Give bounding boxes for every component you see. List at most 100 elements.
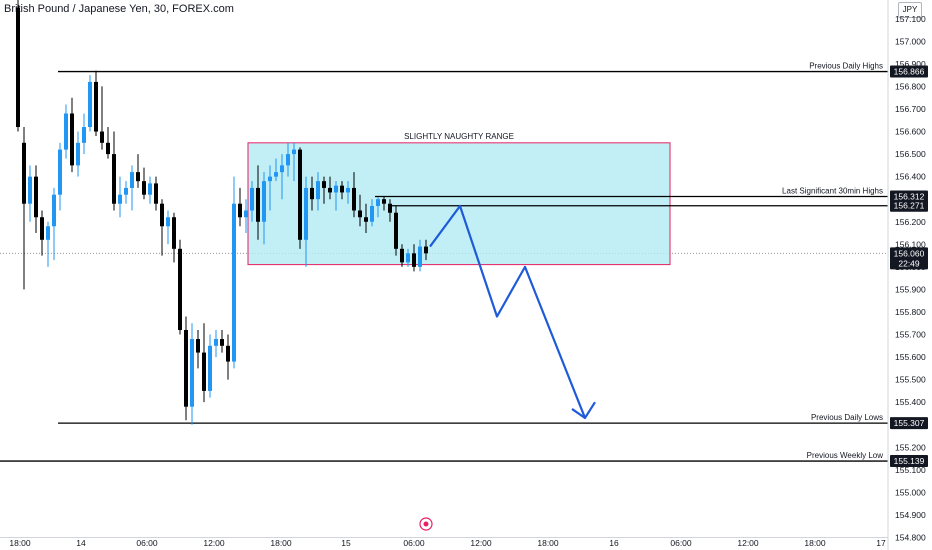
candle-body [58,149,62,195]
candle-body [226,345,230,362]
candle-body [292,149,296,155]
candle-body [178,248,182,331]
price-tick-label: 157.100 [895,14,926,24]
candle-body [400,248,404,263]
candle-body [202,352,206,391]
time-tick-label: 06:00 [136,538,158,548]
price-tag-text: 156.271 [894,201,925,211]
candle-body [52,194,56,227]
candle-body [172,217,176,249]
time-tick-label: 18:00 [537,538,559,548]
candle-body [106,142,110,155]
candle-body [250,187,254,211]
price-tick-label: 156.700 [895,104,926,114]
current-price-tag [890,247,928,270]
price-tick-label: 156.100 [895,239,926,249]
candle-body [208,345,212,391]
candle-body [160,203,164,227]
candle-body [394,212,398,249]
candle-body [136,172,140,182]
price-tick-label: 154.800 [895,533,926,543]
candle-body [322,181,326,188]
candle-body [22,142,26,204]
price-tag-text: 155.139 [894,456,925,466]
time-tick-label: 06:00 [670,538,692,548]
candle-body [262,181,266,222]
price-tag-text: 155.307 [894,418,925,428]
time-tick-label: 18:00 [9,538,31,548]
price-tick-label: 155.400 [895,397,926,407]
price-tick-label: 156.400 [895,172,926,182]
price-tag-text: 156.312 [894,191,925,201]
price-tick-label: 156.800 [895,81,926,91]
time-tick-label: 18:00 [804,538,826,548]
candle-body [34,176,38,218]
candle-body [220,339,224,346]
price-tick-label: 157.000 [895,36,926,46]
candle-body [418,246,422,267]
candle-body [154,183,158,204]
price-tick-label: 155.800 [895,307,926,317]
candle-body [424,246,428,254]
range-label: SLIGHTLY NAUGHTY RANGE [404,132,514,141]
price-tick-label: 155.500 [895,375,926,385]
time-tick-label: 17 [876,538,886,548]
candle-body [358,210,362,218]
candle-body [76,142,80,166]
candle-body [346,187,350,193]
price-tick-label: 155.200 [895,442,926,452]
candle-body [256,187,260,222]
candle-body [190,339,194,407]
range-rectangle [247,142,671,266]
price-tick-label: 155.000 [895,487,926,497]
candle-body [94,81,98,132]
candle-body [328,187,332,193]
candle-body [100,131,104,143]
candle-body [238,203,242,218]
candles [16,0,428,425]
price-tag [890,65,928,78]
time-tick-label: 12:00 [737,538,759,548]
candle-body [214,339,218,346]
price-tick-label: 156.200 [895,217,926,227]
price-tick-label: 156.900 [895,59,926,69]
candle-body [334,185,338,193]
time-tick-label: 06:00 [403,538,425,548]
candle-body [304,187,308,240]
candle-body [412,253,416,267]
time-tick-label: 16 [609,538,619,548]
time-tick-label: 12:00 [203,538,225,548]
price-tag [890,190,928,203]
candle-body [130,172,134,188]
candle-body [184,330,188,407]
candle-body [16,7,20,128]
level-lines: Previous Daily Highs Last Significant 30m… [0,62,888,462]
candle-body [166,217,170,227]
logo-icon-core [423,521,429,527]
candle-body [274,172,278,177]
candle-body [28,176,32,204]
arrow-head [571,408,586,419]
candle-body [340,185,344,193]
symbol-title: British Pound / Japanese Yen, 30, FOREX.… [4,3,234,15]
candle-body [268,176,272,182]
candle-body [118,194,122,204]
level-label: Last Significant 30min Highs [782,186,883,195]
price-tick-label: 155.100 [895,465,926,475]
candle-body [70,113,74,166]
candle-body [196,339,200,353]
price-tick-label: 155.600 [895,352,926,362]
price-tag [890,199,928,212]
candle-body [46,226,50,240]
level-label: Previous Daily Lows [811,413,883,422]
time-axis: 18:00 14 06:00 12:00 18:00 15 06:00 12:00 18:00 1… [9,517,886,548]
candle-body [364,217,368,222]
time-tick-label: 15 [341,538,351,548]
currency-badge[interactable]: JPY [898,2,922,18]
candle-body [148,183,152,195]
price-tick-label: 154.900 [895,510,926,520]
candle-body [376,199,380,206]
